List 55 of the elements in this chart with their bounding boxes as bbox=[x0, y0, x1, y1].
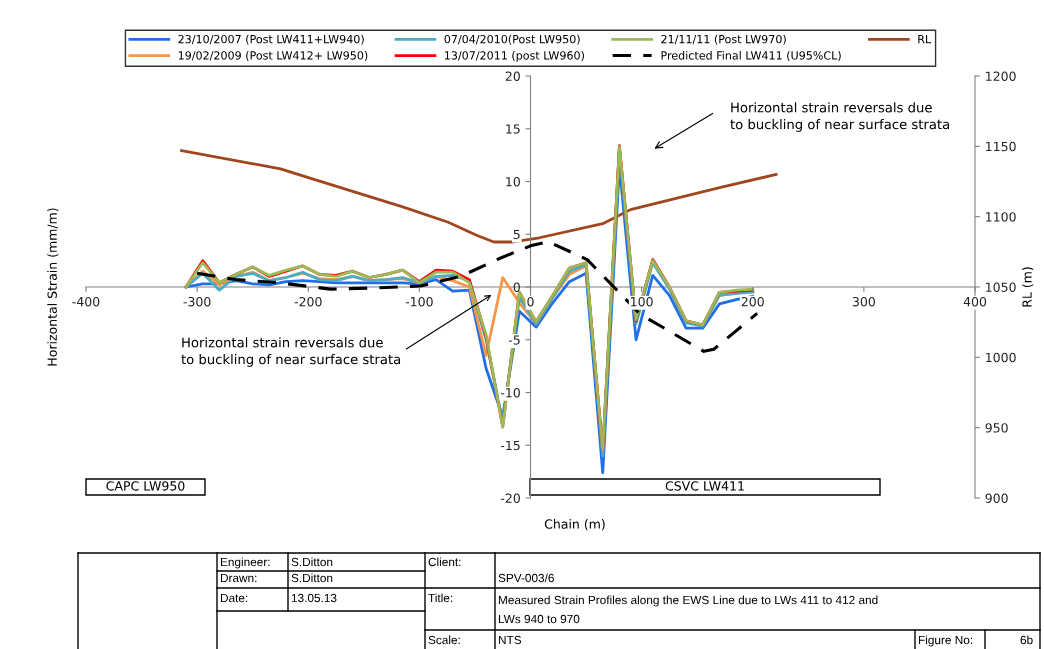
text: Engineer: bbox=[220, 557, 270, 569]
legend-label: 13/07/2011 (post LW960) bbox=[445, 51, 584, 62]
y-tick-label: 20 bbox=[505, 71, 520, 81]
x-tick-label: -100 bbox=[405, 296, 433, 307]
legend-label: 19/02/2009 (Post LW412+ LW950) bbox=[178, 51, 368, 61]
y2-tick-label: 1050 bbox=[986, 282, 1016, 292]
x-tick-label: -200 bbox=[294, 296, 322, 307]
text: NTS bbox=[498, 635, 522, 645]
legend-label: 07/04/2010(Post LW950) bbox=[444, 34, 580, 45]
y-tick-label: 15 bbox=[506, 124, 520, 134]
x-tick-label: 400 bbox=[963, 296, 987, 307]
annotation: Horizontal strain reversals due to buckling of near surface strata bbox=[730, 102, 950, 132]
text: S.Ditton bbox=[291, 573, 333, 583]
x-tick-label: 300 bbox=[852, 296, 875, 307]
line-series bbox=[180, 149, 778, 244]
y2-tick-label: 1000 bbox=[986, 352, 1016, 363]
text: Drawn: bbox=[220, 573, 257, 583]
y2-tick-label: 950 bbox=[985, 423, 1008, 433]
text: S.Ditton bbox=[291, 557, 333, 567]
annotation: CAPC LW950 bbox=[106, 481, 185, 491]
y-tick-label: -20 bbox=[500, 493, 520, 503]
annotation: Horizontal strain reversals due to buckling of near surface strata bbox=[181, 337, 401, 367]
text: Scale: bbox=[428, 635, 460, 645]
text: Date: bbox=[220, 593, 248, 603]
x-tick-label: 0 bbox=[527, 296, 534, 307]
y-tick-label: -15 bbox=[500, 440, 520, 451]
text: Title: bbox=[428, 593, 453, 603]
x-axis-title: Chain (m) bbox=[544, 519, 605, 531]
x-tick-label: -400 bbox=[72, 296, 100, 307]
y2-axis-title: RL (m) bbox=[1022, 267, 1034, 307]
text: Client: bbox=[428, 557, 461, 567]
y-tick-label: 5 bbox=[513, 229, 520, 240]
y-tick-label: -5 bbox=[508, 335, 520, 345]
y2-tick-label: 900 bbox=[985, 493, 1008, 503]
y2-tick-label: 1200 bbox=[986, 71, 1016, 81]
y-tick-label: 10 bbox=[506, 176, 520, 187]
legend-label: 21/11/11 (Post LW970) bbox=[661, 34, 786, 45]
x-tick-label: 100 bbox=[631, 296, 653, 307]
legend-label: Predicted Final LW411 (U95%CL) bbox=[661, 51, 841, 61]
legend-label: 23/10/2007 (Post LW411+LW940) bbox=[178, 34, 364, 45]
text: Figure No: bbox=[918, 635, 973, 647]
annotation: CSVC LW411 bbox=[665, 481, 744, 491]
y-tick-label: -10 bbox=[500, 387, 520, 398]
y2-tick-label: 1150 bbox=[986, 141, 1016, 152]
x-tick-label: 200 bbox=[741, 296, 764, 307]
text: Measured Strain Profiles along the EWS Line due to LWs 411 to 412 and bbox=[498, 595, 878, 607]
text: SPV-003/6 bbox=[498, 573, 554, 583]
legend-label: RL bbox=[918, 35, 932, 44]
x-tick-label: -300 bbox=[183, 296, 211, 307]
text: 6b bbox=[1020, 635, 1033, 645]
y2-tick-label: 1100 bbox=[986, 212, 1016, 222]
y-tick-label: 0 bbox=[513, 282, 520, 292]
text: LWs 940 to 970 bbox=[498, 614, 580, 624]
text: 13.05.13 bbox=[291, 593, 337, 603]
y-axis-title: Horizontal Strain (mm/m) bbox=[47, 208, 59, 366]
